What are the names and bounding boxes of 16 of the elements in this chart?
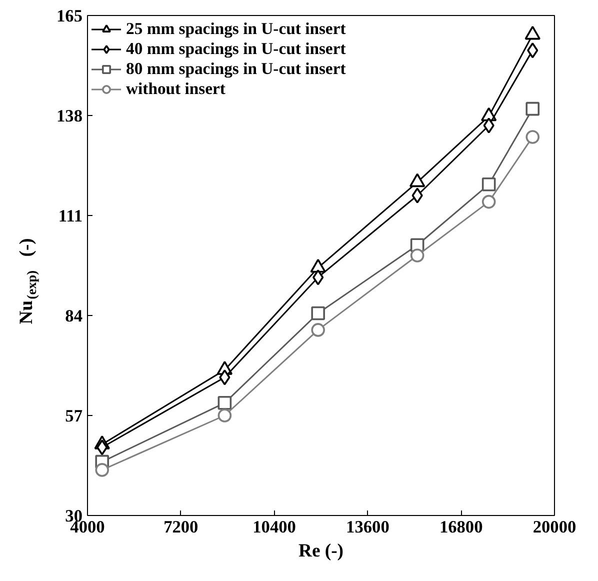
legend-label: 80 mm spacings in U-cut insert: [126, 59, 346, 79]
x-axis-title: Re (-): [298, 540, 344, 562]
x-tick-label: 16800: [439, 518, 483, 536]
y-tick-label: 84: [65, 306, 83, 326]
y-tick-label: 165: [56, 6, 83, 26]
y-axis-title: Nu(exp) (-): [16, 238, 40, 324]
x-tick-label: 10400: [252, 518, 296, 536]
y-tick-label: 57: [65, 406, 83, 426]
x-tick-label: 20000: [532, 518, 576, 536]
x-tick-label: 7200: [164, 518, 198, 536]
legend-label: without insert: [126, 79, 226, 99]
y-tick-label: 111: [58, 206, 83, 226]
legend-label: 40 mm spacings in U-cut insert: [126, 39, 346, 59]
legend-label: 25 mm spacings in U-cut insert: [126, 19, 346, 39]
x-tick-label: 13600: [346, 518, 390, 536]
y-tick-label: 138: [56, 106, 83, 126]
